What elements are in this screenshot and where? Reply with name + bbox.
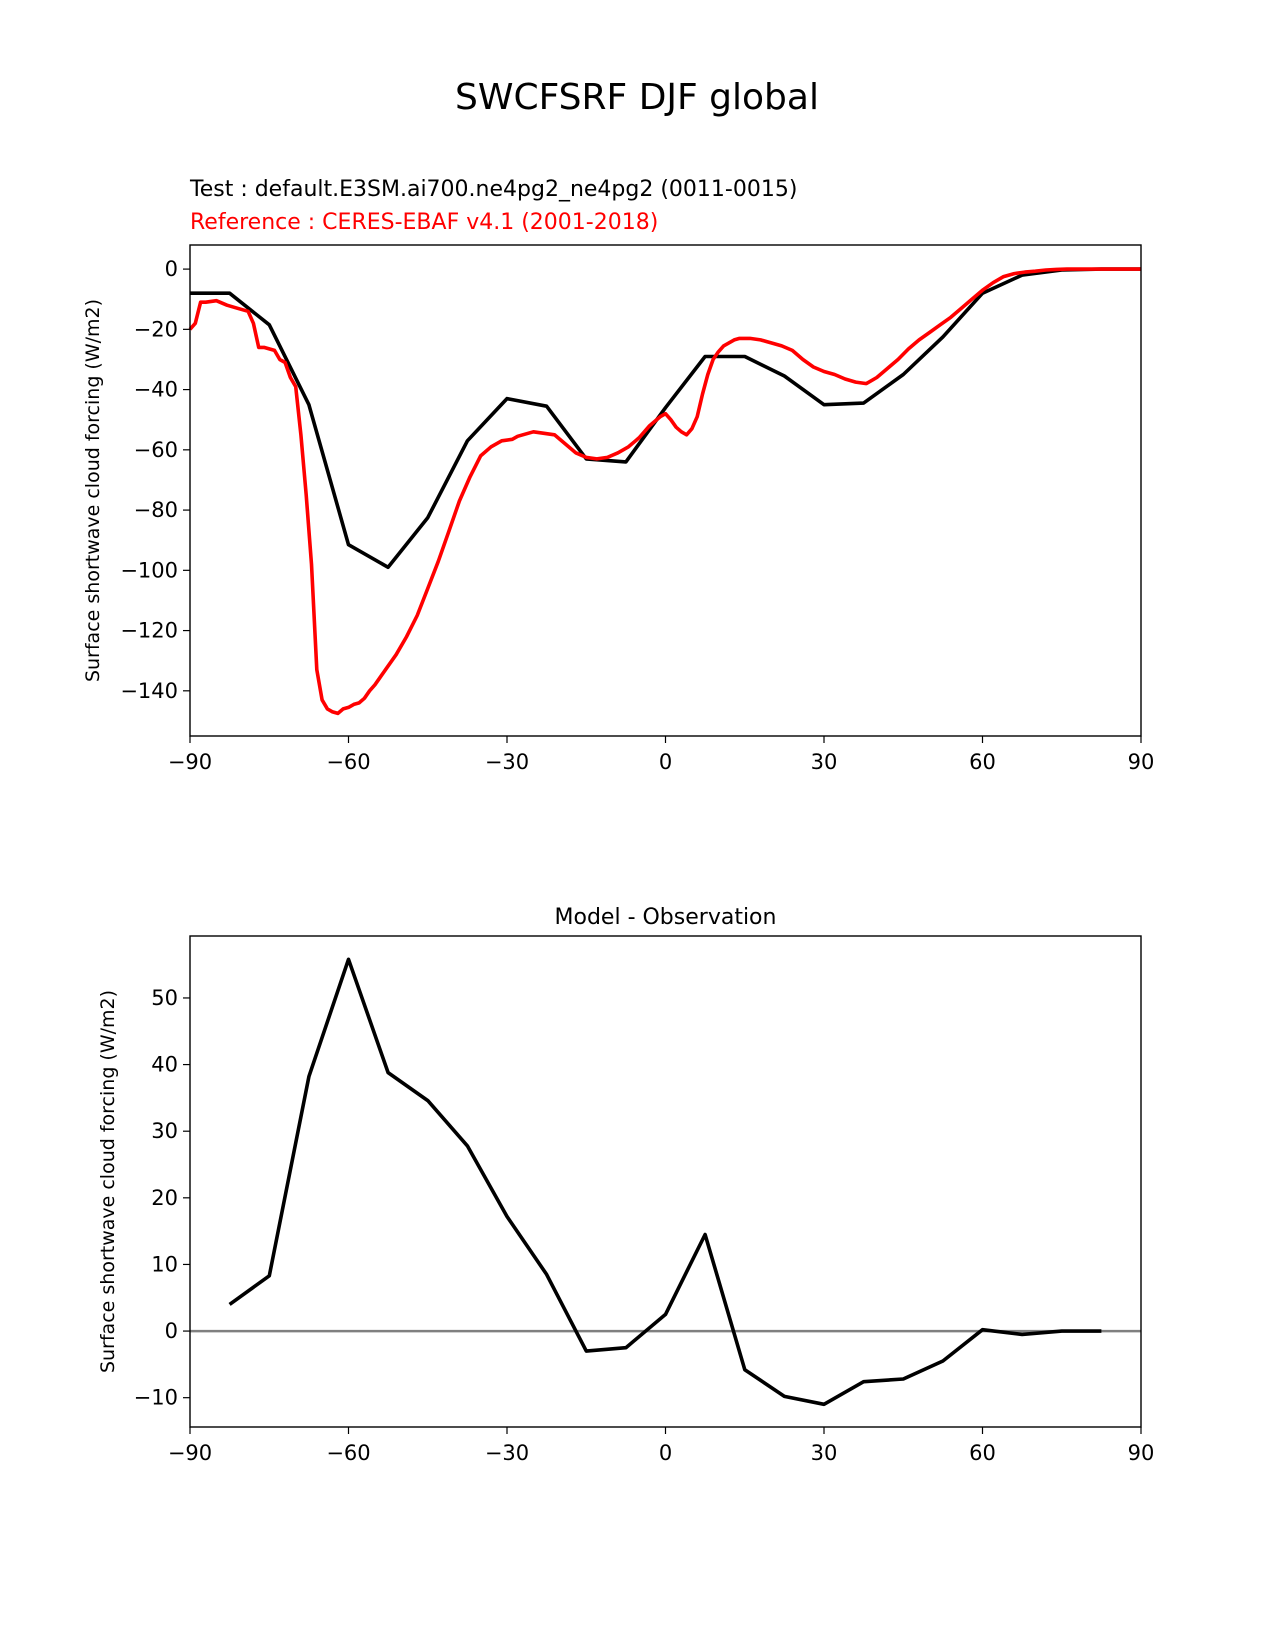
difference-plot-panel: Model - Observation Surface shortwave clo… [97, 905, 1154, 1465]
chart0-ytick-label: −120 [120, 619, 178, 643]
chart1-xtick-label: 90 [1128, 1441, 1155, 1465]
chart1-xtick-label: 60 [969, 1441, 996, 1465]
chart1-ylabel: Surface shortwave cloud forcing (W/m2) [97, 990, 119, 1373]
chart0-axes-frame [189, 244, 1142, 737]
figure-title: SWCFSRF DJF global [455, 77, 819, 118]
chart1-ytick-label: 20 [151, 1186, 178, 1210]
difference-series-line [228, 957, 1102, 1407]
chart1-xtick-label: 30 [811, 1441, 838, 1465]
chart0-xtick-label: 30 [811, 750, 838, 774]
chart0-ytick-label: −140 [120, 679, 178, 703]
chart1-ytick-label: 30 [151, 1119, 178, 1143]
chart0-xtick-label: 0 [659, 750, 672, 774]
chart0-ytick-label: −60 [134, 438, 178, 462]
chart1-title: Model - Observation [555, 905, 777, 930]
chart1-ytick-label: 40 [151, 1053, 178, 1077]
test-series-line [190, 267, 1141, 570]
reference-series-line [188, 267, 1141, 716]
chart0-ytick-label: −20 [134, 317, 178, 341]
chart1-ytick-label: 0 [165, 1319, 178, 1343]
test-label: Test : default.E3SM.ai700.ne4pg2_ne4pg2 … [189, 177, 797, 202]
chart0-xtick-label: −90 [168, 750, 212, 774]
chart1-ytick-label: 10 [151, 1252, 178, 1276]
chart1-xtick-label: 0 [659, 1441, 672, 1465]
chart1-ytick-label: 50 [151, 986, 178, 1010]
chart0-xtick-label: −60 [326, 750, 370, 774]
chart1-ytick-label: −10 [134, 1386, 178, 1410]
chart1-xtick-label: −60 [326, 1441, 370, 1465]
chart0-ytick-label: −80 [134, 498, 178, 522]
chart0-xtick-label: 60 [969, 750, 996, 774]
chart1-xtick-label: −30 [485, 1441, 529, 1465]
chart0-ytick-label: 0 [165, 257, 178, 281]
chart0-ytick-label: −40 [134, 378, 178, 402]
chart1-axes-frame [189, 935, 1142, 1428]
chart0-ytick-label: −100 [120, 558, 178, 582]
top-plot-panel: Surface shortwave cloud forcing (W/m2) −9… [82, 244, 1155, 774]
reference-label: Reference : CERES-EBAF v4.1 (2001-2018) [190, 210, 658, 235]
chart1-xtick-label: −90 [168, 1441, 212, 1465]
chart0-ylabel: Surface shortwave cloud forcing (W/m2) [82, 299, 104, 682]
chart0-xtick-label: 90 [1128, 750, 1155, 774]
chart0-xtick-label: −30 [485, 750, 529, 774]
